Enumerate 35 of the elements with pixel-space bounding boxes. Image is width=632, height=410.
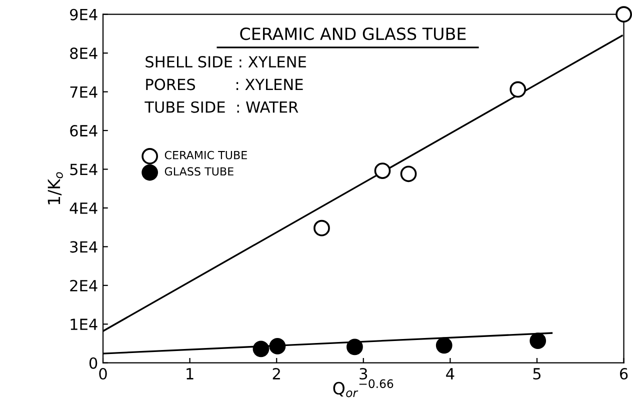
y-tick-label: 2E4 — [70, 280, 98, 292]
point — [314, 220, 330, 236]
y-tick-label: 6E4 — [70, 124, 98, 137]
y-tick-label: 3E4 — [70, 241, 98, 253]
annotation: PORES : XYLENE — [146, 78, 303, 90]
x-tick-label: 4 — [446, 368, 454, 380]
annotation: TUBE SIDE : WATER — [144, 101, 298, 113]
y-axis-title: 1/K$_{o}$ — [48, 172, 63, 204]
point — [530, 332, 546, 349]
point — [252, 340, 270, 358]
point — [374, 162, 391, 179]
legend-label: CERAMIC TUBE — [164, 150, 247, 160]
y-tick-label: 9E4 — [70, 8, 98, 20]
point — [346, 338, 363, 356]
y-tick-label: 7E4 — [70, 86, 98, 98]
x-tick-label: 2 — [272, 368, 280, 380]
y-tick-label: 0 — [89, 357, 98, 369]
point — [269, 338, 286, 354]
point — [616, 6, 632, 23]
text: CERAMIC AND GLASS TUBE — [240, 27, 466, 40]
legend-label: GLASS TUBE — [164, 167, 234, 176]
point — [400, 166, 417, 182]
x-tick-label: 1 — [186, 368, 194, 380]
y-tick-label: 8E4 — [70, 48, 98, 60]
annotation: SHELL SIDE : XYLENE — [146, 56, 306, 68]
point — [436, 337, 452, 354]
x-tick-label: 0 — [99, 368, 107, 380]
x-tick-label: 3 — [360, 368, 368, 380]
y-tick-label: 5E4 — [70, 164, 98, 176]
x-axis-title: Q$_{or}$$^{−0.66}$ — [333, 379, 394, 398]
x-tick-label: 5 — [533, 368, 541, 380]
y-tick-label: 4E4 — [70, 202, 98, 214]
point — [510, 81, 526, 98]
y-tick-label: 1E4 — [70, 318, 98, 330]
x-tick-label: 6 — [620, 368, 628, 380]
